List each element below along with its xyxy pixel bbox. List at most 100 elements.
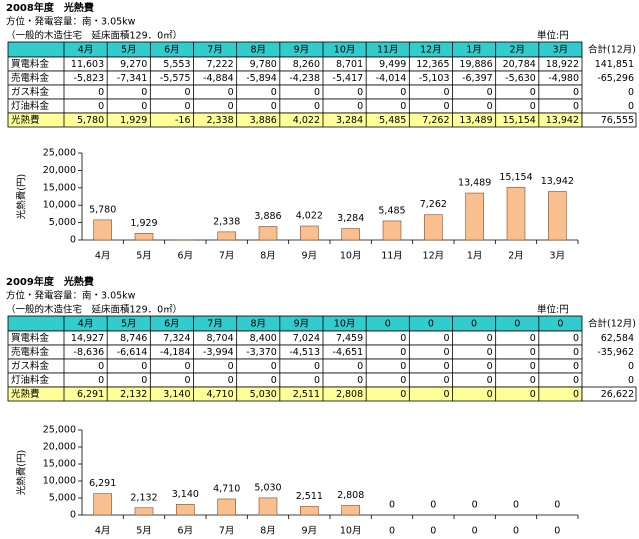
cell: 0 — [141, 101, 147, 112]
data-label: 4,022 — [296, 211, 323, 222]
data-label: 3,886 — [254, 211, 281, 222]
header-cell: 10月 — [334, 319, 356, 330]
cell: 0 — [357, 87, 363, 98]
cell: 0 — [98, 101, 104, 112]
cell: -16 — [175, 115, 191, 126]
cell: 0 — [573, 389, 579, 400]
cell: 0 — [184, 361, 190, 372]
x-tick-label: 9月 — [302, 251, 318, 262]
cell: 0 — [184, 87, 190, 98]
cell: 0 — [400, 101, 406, 112]
cell: 0 — [443, 361, 449, 372]
bar — [134, 232, 154, 241]
cell: 0 — [184, 101, 190, 112]
total-header: 合計(12月) — [588, 44, 636, 56]
data-label: 5,485 — [378, 205, 405, 216]
x-tick-label: 4月 — [95, 526, 111, 537]
cell: 0 — [573, 333, 579, 344]
cell: 0 — [141, 87, 147, 98]
cell: 0 — [271, 87, 277, 98]
row-label: ガス料金 — [11, 86, 50, 98]
bar — [93, 219, 112, 241]
header-cell: 1月 — [466, 45, 482, 56]
cell: 2,511 — [293, 389, 320, 400]
cell: 8,260 — [293, 59, 320, 70]
cell: 0 — [530, 375, 536, 386]
cell: 8,701 — [336, 59, 363, 70]
cell: 13,942 — [546, 115, 579, 126]
header-cell: 10月 — [334, 45, 356, 56]
data-label: 3,140 — [172, 489, 199, 500]
row-label: 光熱費 — [11, 388, 40, 400]
cell: 19,886 — [459, 59, 492, 70]
cell: 0 — [530, 101, 536, 112]
row-total: 0 — [628, 101, 634, 112]
header-cell: 4月 — [78, 45, 94, 56]
data-label: 13,942 — [541, 176, 574, 187]
cell: 7,459 — [336, 333, 363, 344]
data-label: 0 — [472, 500, 478, 511]
cell: -5,103 — [419, 73, 450, 84]
bar — [341, 228, 360, 241]
header-cell: 8月 — [250, 45, 266, 56]
data-label: 2,338 — [213, 216, 240, 227]
cell: 0 — [314, 361, 320, 372]
cell: 0 — [400, 375, 406, 386]
cell: 8,400 — [250, 333, 277, 344]
data-label: 15,154 — [499, 172, 532, 183]
data-label: 7,262 — [420, 199, 447, 210]
data-label: 2,511 — [296, 491, 323, 502]
cell: 5,485 — [379, 115, 406, 126]
section-title: 2008年度 光熱費 — [6, 1, 94, 14]
subtitle: 方位・発電容量：南・3.05kw — [6, 290, 136, 302]
data-label: 6,291 — [89, 478, 116, 489]
cell: 0 — [357, 101, 363, 112]
bar — [506, 186, 526, 241]
y-tick-label: 20,000 — [43, 442, 76, 453]
header-cell: 5月 — [121, 319, 137, 330]
header-cell: 12月 — [420, 45, 442, 56]
cell: 0 — [573, 361, 579, 372]
row-label: 光熱費 — [11, 114, 40, 126]
cell: 0 — [443, 87, 449, 98]
bar — [300, 506, 319, 516]
cell: 0 — [400, 87, 406, 98]
cell: -8,636 — [74, 347, 105, 358]
cell: 14,927 — [71, 333, 104, 344]
data-label: 5,030 — [254, 482, 281, 493]
cell: 0 — [530, 347, 536, 358]
cell: 0 — [487, 87, 493, 98]
cell: 0 — [228, 361, 234, 372]
cell: 5,553 — [163, 59, 190, 70]
y-tick-label: 15,000 — [43, 459, 76, 470]
cell: 7,324 — [163, 333, 190, 344]
cell: -3,994 — [203, 347, 234, 358]
cell: 3,140 — [163, 389, 190, 400]
x-tick-label: 9月 — [302, 526, 318, 537]
cell: 2,808 — [336, 389, 363, 400]
row-label: 売電料金 — [11, 346, 50, 358]
header-cell: 0 — [428, 319, 434, 330]
cell: 0 — [271, 361, 277, 372]
cell: -7,341 — [117, 73, 148, 84]
cell: 6,291 — [77, 389, 104, 400]
x-tick-label: 12月 — [423, 251, 445, 262]
y-tick-label: 5,000 — [49, 493, 76, 504]
cell: 0 — [228, 101, 234, 112]
cell: 0 — [573, 87, 579, 98]
row-label: 売電料金 — [11, 72, 50, 84]
row-total: 26,622 — [601, 389, 634, 400]
cell: 0 — [314, 101, 320, 112]
x-tick-label: 5月 — [136, 526, 152, 537]
cell: 13,489 — [459, 115, 492, 126]
row-label: 灯油料金 — [11, 374, 50, 386]
unit: 単位:円 — [537, 304, 569, 316]
cell: 0 — [443, 375, 449, 386]
cell: 0 — [487, 101, 493, 112]
row-total: 141,851 — [595, 59, 634, 70]
header-cell: 11月 — [377, 45, 399, 56]
bar — [258, 497, 278, 516]
y-tick-label: 10,000 — [43, 476, 76, 487]
header-cell: 6月 — [164, 319, 180, 330]
cell: 0 — [400, 361, 406, 372]
